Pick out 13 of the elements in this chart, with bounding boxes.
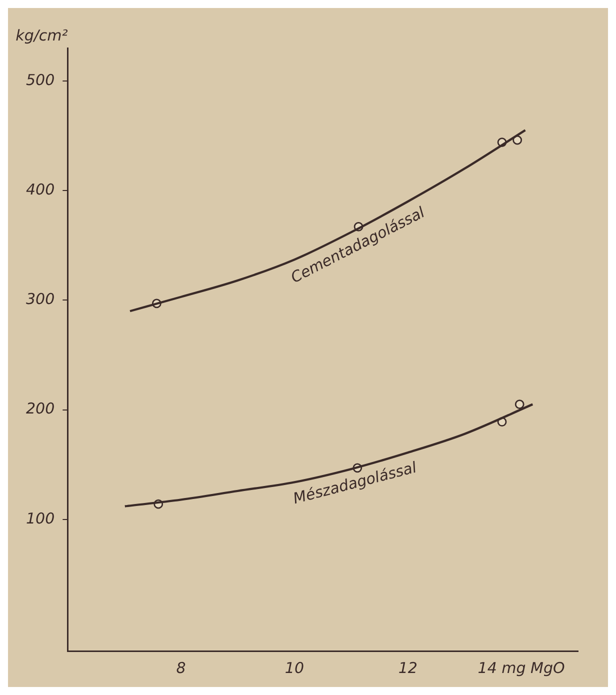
line-series [124,403,534,508]
y-tick-label: 300 [26,290,55,308]
y-axis-title: kg/cm² [16,26,68,44]
x-tick-label: 12 [398,658,418,677]
point [514,400,524,410]
y-tick-label: 200 [26,400,55,418]
y-tick-label: 400 [26,180,55,198]
y-tick-label: 500 [26,70,55,89]
line-series [128,129,526,312]
x-tick-label: 10 [284,658,304,677]
y-tick-label: 100 [26,509,55,528]
x-tick-label: 8 [176,658,186,677]
x-tick-label: 14 mg MgO [478,658,565,677]
